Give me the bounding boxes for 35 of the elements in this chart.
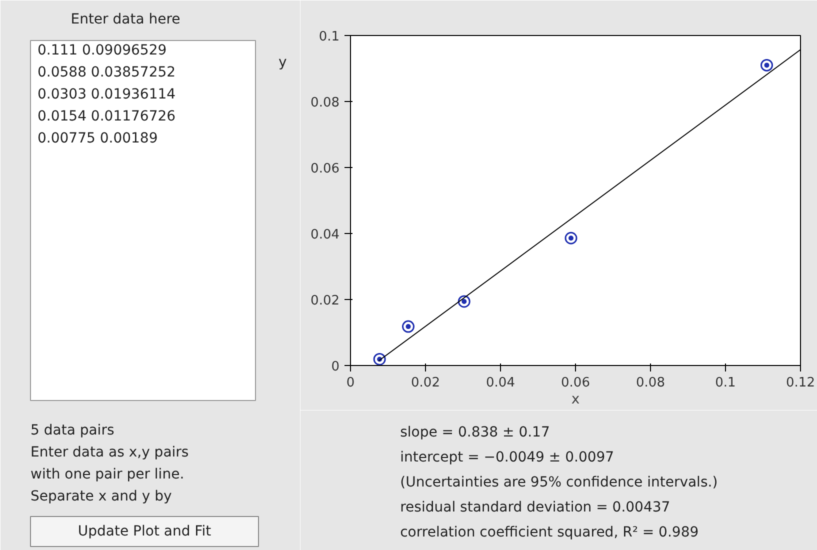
point <box>760 58 773 72</box>
text: 0.0154 0.01176726 <box>38 108 176 124</box>
text: 0.0588 0.03857252 <box>38 64 176 80</box>
text: Enter data as x,y pairs <box>30 444 189 460</box>
y-tick-label: 0.06 <box>310 162 340 176</box>
text: (Uncertainties are 95% confidence intervals.) <box>400 474 718 490</box>
x-tick-label: 0.04 <box>486 376 515 390</box>
y-tick-label: 0.04 <box>310 228 340 242</box>
x-tick-label: 0.02 <box>411 376 440 390</box>
y-tick-label: 0.02 <box>310 294 340 308</box>
point <box>564 232 578 244</box>
y-tick-label: 0 <box>331 360 340 374</box>
text: 0.111 0.09096529 <box>38 42 167 58</box>
y-axis-title: y <box>278 54 287 70</box>
y-tick-label: 0.08 <box>310 96 340 110</box>
x-tick-label: 0.12 <box>786 376 815 390</box>
text: intercept = −0.0049 ± 0.0097 <box>400 450 614 466</box>
x-tick-label: 0.1 <box>715 376 736 390</box>
x-tick-label: 0.08 <box>636 376 665 390</box>
point <box>458 295 470 308</box>
text: 5 data pairs <box>30 422 114 438</box>
x-axis-title: x <box>571 392 580 408</box>
text: 0.00775 0.00189 <box>38 130 158 146</box>
text: Separate x and y by <box>30 488 172 504</box>
text: with one pair per line. <box>30 466 184 482</box>
y-tick-label: 0.1 <box>318 30 340 44</box>
text: Update Plot and Fit <box>78 524 212 540</box>
x-tick-label: 0.06 <box>561 376 590 390</box>
text: correlation coefficient squared, R² = 0.989 <box>400 524 699 540</box>
text: 0.0303 0.01936114 <box>38 86 176 102</box>
text: slope = 0.838 ± 0.17 <box>400 424 550 440</box>
point <box>402 320 414 333</box>
text: Enter data here <box>70 12 180 28</box>
x-tick-label: 0 <box>346 376 355 390</box>
text: residual standard deviation = 0.00437 <box>400 500 670 516</box>
